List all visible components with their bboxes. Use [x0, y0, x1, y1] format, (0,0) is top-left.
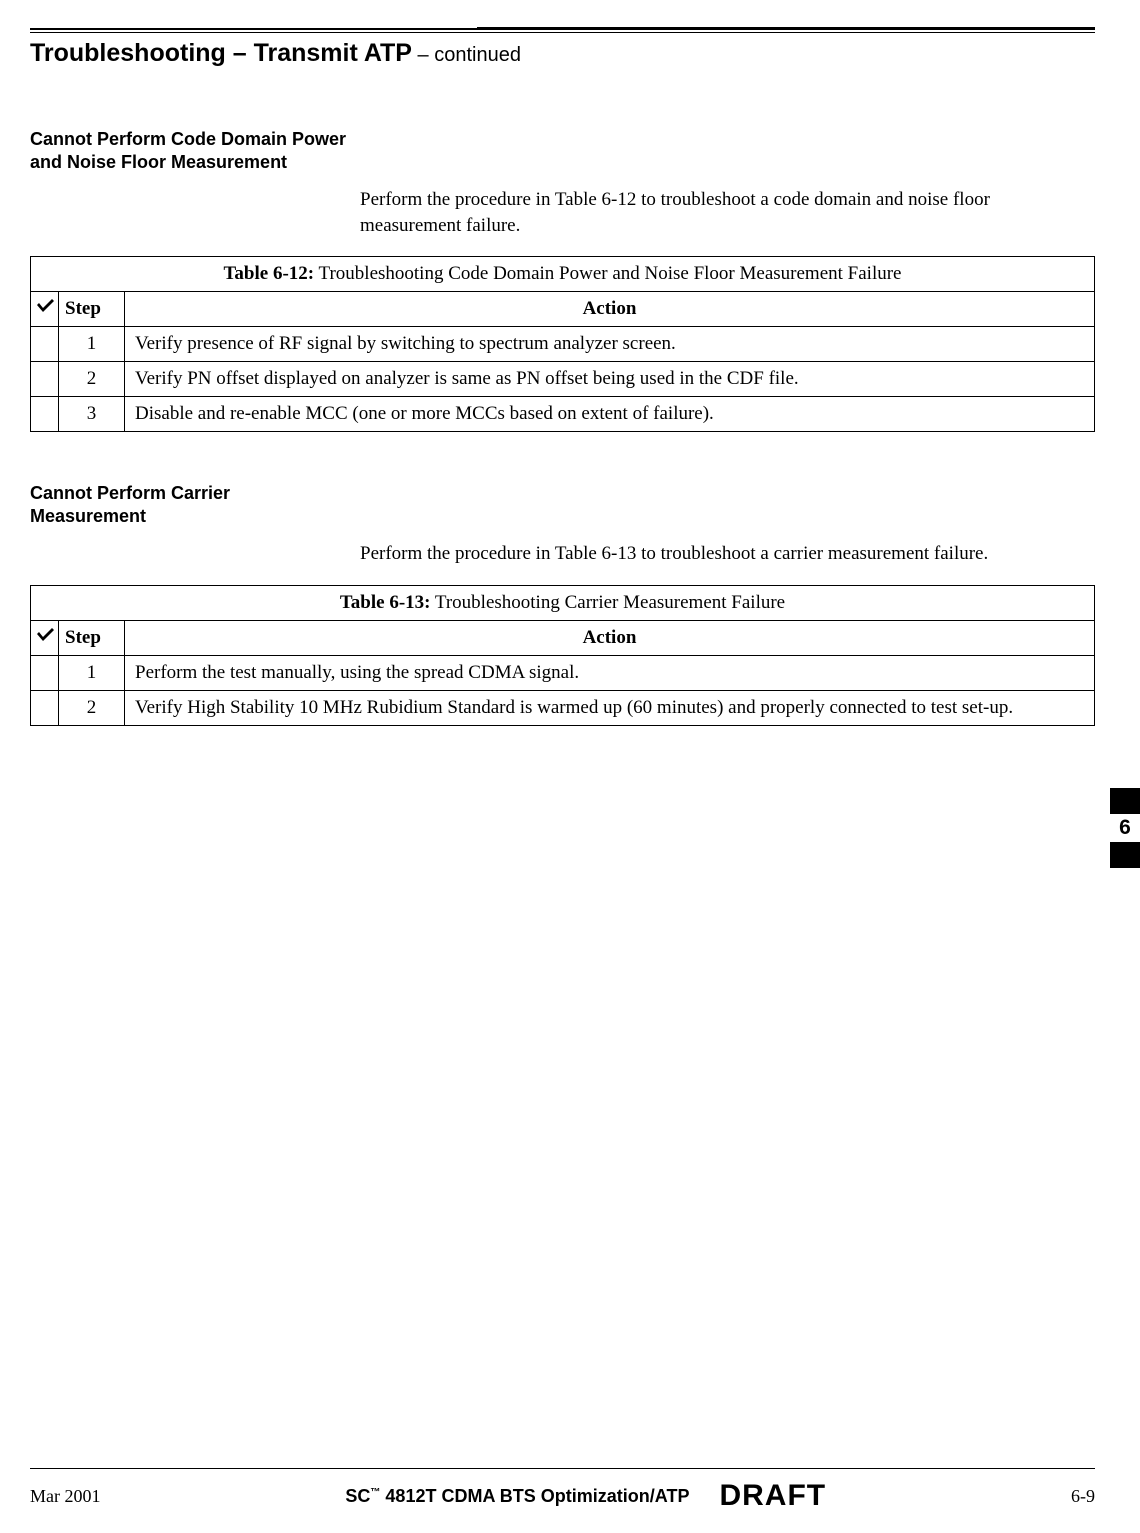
table-row: 3 Disable and re-enable MCC (one or more…	[31, 397, 1095, 432]
checkmark-icon	[36, 298, 54, 312]
footer-page-number: 6-9	[1071, 1486, 1095, 1507]
caption-rest: Troubleshooting Code Domain Power and No…	[314, 263, 901, 284]
cell-check	[31, 362, 59, 397]
page-container: Troubleshooting – Transmit ATP – continu…	[0, 0, 1140, 1533]
cell-action: Disable and re-enable MCC (one or more M…	[125, 397, 1095, 432]
tab-top-block	[1110, 788, 1140, 814]
col-check-header	[31, 620, 59, 655]
col-check-header	[31, 292, 59, 327]
section-body-2: Perform the procedure in Table 6-13 to t…	[360, 541, 1060, 567]
title-continued: – continued	[412, 44, 521, 66]
cell-step: 2	[59, 362, 125, 397]
header-rule-accent	[477, 27, 1095, 30]
col-step-header: Step	[59, 292, 125, 327]
tab-number: 6	[1110, 814, 1140, 842]
cell-check	[31, 327, 59, 362]
section-heading-1: Cannot Perform Code Domain Power and Noi…	[30, 128, 350, 173]
cell-action: Verify PN offset displayed on analyzer i…	[125, 362, 1095, 397]
caption-bold: Table 6-13:	[340, 592, 431, 613]
cell-action: Verify presence of RF signal by switchin…	[125, 327, 1095, 362]
table-caption: Table 6-12: Troubleshooting Code Domain …	[31, 257, 1095, 292]
title-main: Troubleshooting – Transmit ATP	[30, 39, 412, 67]
footer-rule	[30, 1468, 1095, 1469]
table-row: 2 Verify PN offset displayed on analyzer…	[31, 362, 1095, 397]
table-6-12: Table 6-12: Troubleshooting Code Domain …	[30, 256, 1095, 432]
table-row: 2 Verify High Stability 10 MHz Rubidium …	[31, 690, 1095, 725]
section-heading-2: Cannot Perform Carrier Measurement	[30, 482, 350, 527]
footer-row: Mar 2001 SC™ 4812T CDMA BTS Optimization…	[30, 1479, 1095, 1513]
cell-check	[31, 397, 59, 432]
table-row: 1 Verify presence of RF signal by switch…	[31, 327, 1095, 362]
footer-rest: 4812T CDMA BTS Optimization/ATP	[385, 1486, 689, 1506]
section-body-1: Perform the procedure in Table 6-12 to t…	[360, 187, 1060, 238]
caption-bold: Table 6-12:	[224, 263, 315, 284]
footer-center: SC™ 4812T CDMA BTS Optimization/ATP DRAF…	[101, 1479, 1072, 1513]
cell-step: 2	[59, 690, 125, 725]
checkmark-icon	[36, 627, 54, 641]
cell-action: Perform the test manually, using the spr…	[125, 655, 1095, 690]
caption-rest: Troubleshooting Carrier Measurement Fail…	[431, 592, 786, 613]
cell-action: Verify High Stability 10 MHz Rubidium St…	[125, 690, 1095, 725]
cell-check	[31, 690, 59, 725]
side-tab: 6	[1110, 788, 1140, 868]
cell-step: 3	[59, 397, 125, 432]
col-step-header: Step	[59, 620, 125, 655]
page-footer: Mar 2001 SC™ 4812T CDMA BTS Optimization…	[30, 1468, 1095, 1513]
tab-bottom-block	[1110, 842, 1140, 868]
table-caption: Table 6-13: Troubleshooting Carrier Meas…	[31, 585, 1095, 620]
footer-prefix: SC	[345, 1486, 370, 1506]
footer-date: Mar 2001	[30, 1486, 101, 1507]
col-action-header: Action	[125, 292, 1095, 327]
col-action-header: Action	[125, 620, 1095, 655]
header-rule	[30, 28, 1095, 33]
cell-step: 1	[59, 655, 125, 690]
cell-step: 1	[59, 327, 125, 362]
page-title: Troubleshooting – Transmit ATP – continu…	[30, 39, 1095, 68]
table-row: 1 Perform the test manually, using the s…	[31, 655, 1095, 690]
trademark-icon: ™	[370, 1487, 380, 1498]
table-6-13: Table 6-13: Troubleshooting Carrier Meas…	[30, 585, 1095, 726]
draft-watermark: DRAFT	[719, 1479, 826, 1513]
cell-check	[31, 655, 59, 690]
footer-doc-title: SC™ 4812T CDMA BTS Optimization/ATP	[345, 1486, 689, 1507]
